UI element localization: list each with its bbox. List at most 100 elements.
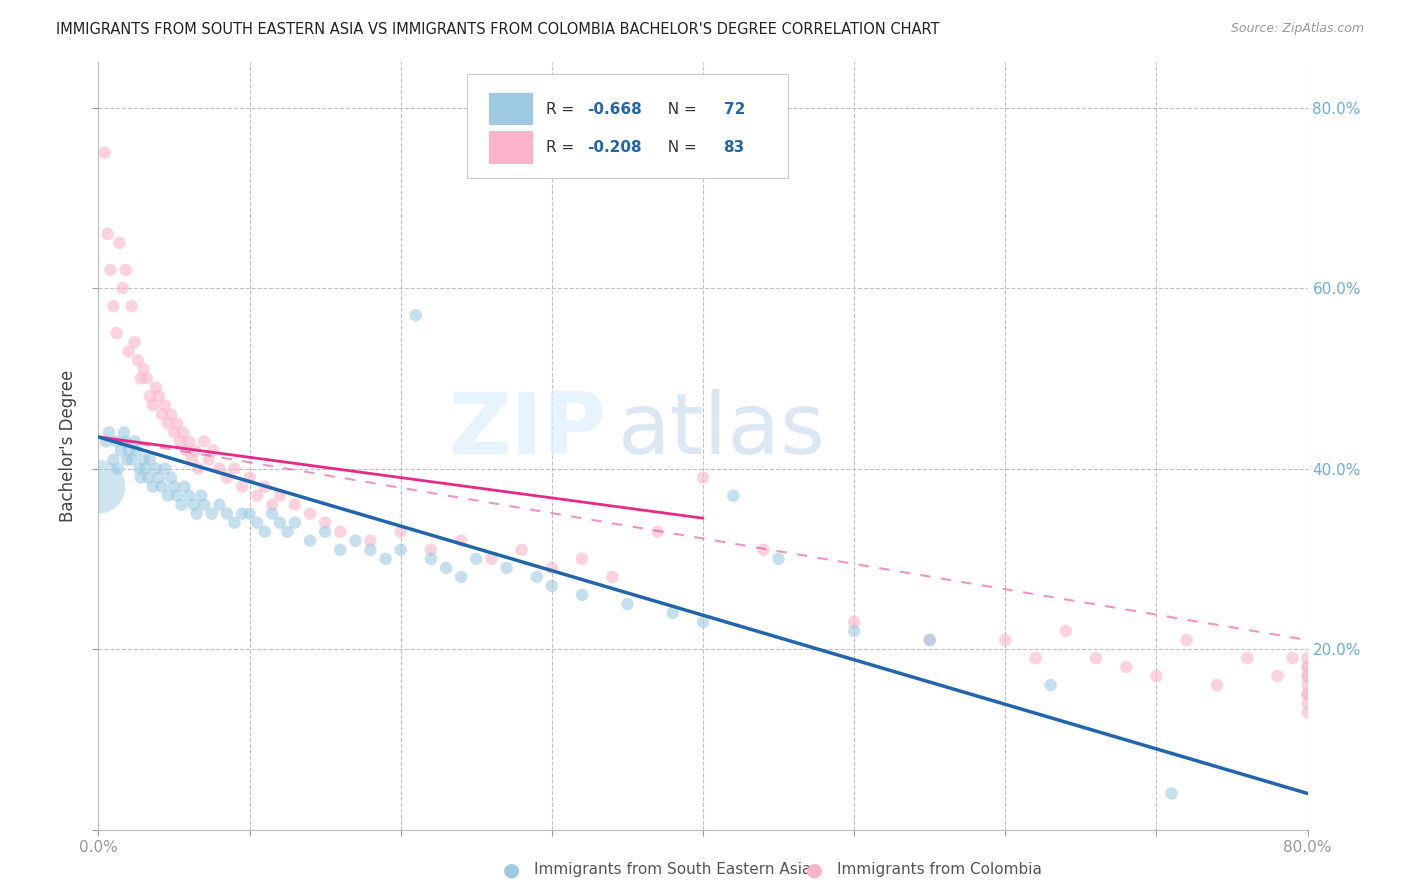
Text: N =: N = bbox=[658, 102, 702, 117]
Point bbox=[246, 489, 269, 503]
Point bbox=[153, 461, 176, 475]
Point bbox=[1144, 669, 1167, 683]
Point bbox=[1296, 678, 1319, 692]
Point bbox=[329, 542, 352, 557]
Point bbox=[107, 461, 129, 475]
Text: -0.668: -0.668 bbox=[586, 102, 641, 117]
Point bbox=[105, 434, 128, 449]
Point bbox=[224, 461, 246, 475]
Point bbox=[87, 480, 110, 494]
Point bbox=[1296, 705, 1319, 719]
Point bbox=[132, 452, 155, 467]
Point bbox=[103, 452, 125, 467]
Point bbox=[918, 633, 941, 648]
Point bbox=[1296, 660, 1319, 674]
Point bbox=[661, 606, 683, 620]
Point bbox=[246, 516, 269, 530]
Point bbox=[253, 524, 276, 539]
Point bbox=[121, 299, 143, 313]
Point bbox=[124, 434, 146, 449]
Point bbox=[173, 480, 195, 494]
Point bbox=[844, 615, 866, 629]
Point bbox=[129, 470, 152, 484]
Point bbox=[156, 417, 179, 431]
Point bbox=[208, 498, 231, 512]
Point bbox=[160, 470, 183, 484]
Text: Immigrants from South Eastern Asia: Immigrants from South Eastern Asia bbox=[534, 863, 811, 877]
Point bbox=[262, 507, 284, 521]
Point bbox=[1296, 696, 1319, 710]
Point bbox=[1296, 687, 1319, 701]
Point bbox=[100, 263, 122, 277]
Text: ZIP: ZIP bbox=[449, 389, 606, 472]
Point bbox=[93, 145, 115, 160]
Point bbox=[389, 524, 412, 539]
Point bbox=[156, 489, 179, 503]
Point bbox=[124, 335, 146, 350]
Point bbox=[193, 434, 215, 449]
Text: N =: N = bbox=[658, 140, 702, 155]
Point bbox=[1296, 660, 1319, 674]
Point bbox=[616, 597, 638, 611]
Point bbox=[314, 516, 336, 530]
Point bbox=[139, 452, 162, 467]
Point bbox=[450, 570, 472, 584]
Point bbox=[202, 443, 225, 458]
Point bbox=[405, 308, 427, 322]
Point bbox=[231, 507, 253, 521]
Point bbox=[132, 362, 155, 376]
Point bbox=[1160, 787, 1182, 801]
Point bbox=[135, 371, 157, 385]
Point bbox=[103, 299, 125, 313]
Text: 83: 83 bbox=[724, 140, 745, 155]
Point bbox=[142, 398, 165, 412]
Point bbox=[1296, 669, 1319, 683]
Point bbox=[540, 561, 562, 575]
Point bbox=[1296, 669, 1319, 683]
Point bbox=[495, 561, 517, 575]
Point bbox=[723, 489, 745, 503]
Point bbox=[360, 533, 382, 548]
Point bbox=[276, 524, 298, 539]
Point bbox=[510, 542, 533, 557]
Point bbox=[139, 389, 162, 403]
Point bbox=[1236, 651, 1258, 665]
Point bbox=[190, 489, 212, 503]
Point bbox=[253, 480, 276, 494]
Point bbox=[153, 398, 176, 412]
Point bbox=[129, 371, 152, 385]
Point bbox=[284, 498, 307, 512]
Point bbox=[602, 570, 624, 584]
Text: R =: R = bbox=[546, 102, 579, 117]
Point bbox=[111, 281, 134, 295]
Point bbox=[918, 633, 941, 648]
Point bbox=[148, 389, 170, 403]
Point bbox=[269, 489, 291, 503]
Point bbox=[187, 461, 209, 475]
Point bbox=[420, 542, 443, 557]
Point bbox=[571, 588, 593, 602]
Point bbox=[118, 443, 141, 458]
Y-axis label: Bachelor's Degree: Bachelor's Degree bbox=[59, 370, 77, 522]
Point bbox=[360, 542, 382, 557]
Point bbox=[481, 551, 503, 566]
Point bbox=[844, 624, 866, 638]
Point bbox=[239, 470, 262, 484]
Point bbox=[197, 452, 219, 467]
Point bbox=[179, 489, 201, 503]
Point bbox=[174, 443, 197, 458]
Point bbox=[181, 452, 204, 467]
Point bbox=[224, 516, 246, 530]
Point bbox=[1115, 660, 1137, 674]
Point bbox=[94, 434, 117, 449]
Point bbox=[96, 227, 118, 241]
Point bbox=[166, 489, 188, 503]
Point bbox=[374, 551, 396, 566]
Point bbox=[166, 417, 188, 431]
Point bbox=[329, 524, 352, 539]
Text: ●: ● bbox=[503, 860, 520, 880]
Text: R =: R = bbox=[546, 140, 579, 155]
Point bbox=[262, 498, 284, 512]
Text: ●: ● bbox=[806, 860, 823, 880]
Text: Immigrants from Colombia: Immigrants from Colombia bbox=[837, 863, 1042, 877]
